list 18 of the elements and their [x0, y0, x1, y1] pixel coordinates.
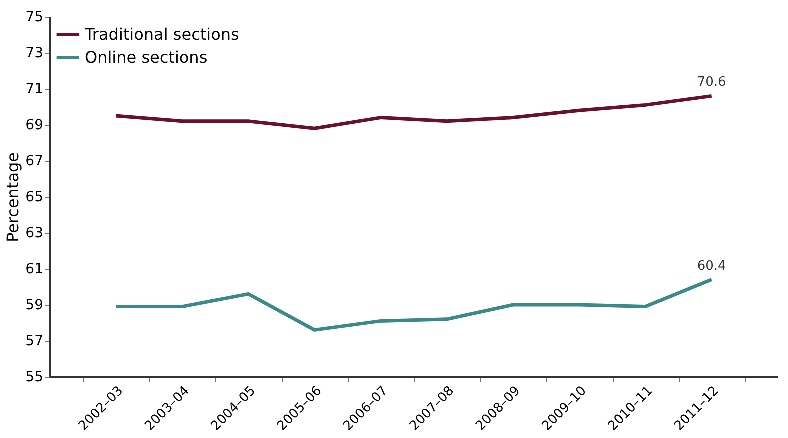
y-tick-label: 59: [26, 298, 44, 314]
y-tick-label: 65: [26, 190, 44, 206]
y-tick-label: 73: [26, 46, 44, 62]
legend-label: Online sections: [85, 48, 208, 67]
legend-label: Traditional sections: [84, 25, 240, 44]
y-tick-label: 63: [26, 226, 44, 242]
y-tick-label: 69: [26, 118, 44, 134]
y-tick-label: 61: [26, 262, 44, 278]
y-tick-label: 75: [26, 10, 44, 26]
y-tick-label: 67: [26, 154, 44, 170]
y-tick-label: 57: [26, 334, 44, 350]
line-series: [114, 94, 714, 130]
y-tick-label: 55: [26, 370, 44, 386]
annotation: 60.4: [697, 258, 726, 274]
y-axis-title: Percentage: [4, 152, 23, 243]
y-tick-label: 71: [26, 82, 44, 98]
annotation: 70.6: [697, 75, 726, 90]
line-series: [114, 278, 714, 332]
